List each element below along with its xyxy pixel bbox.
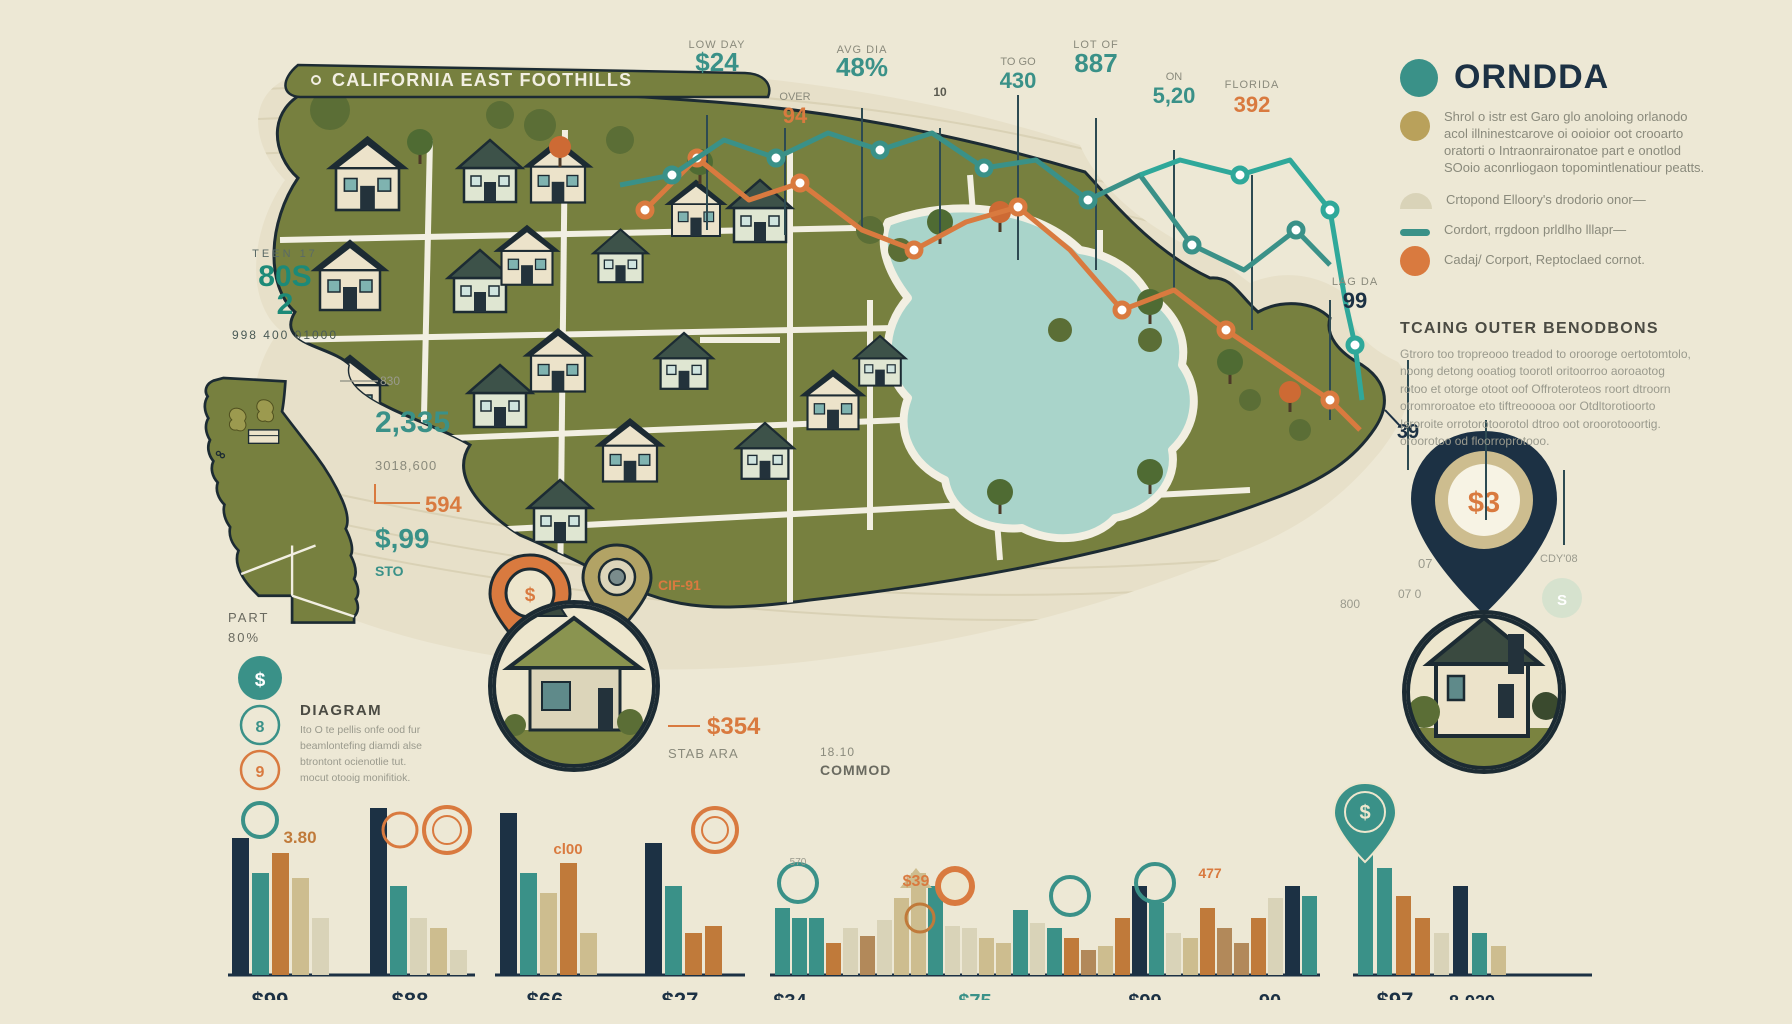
svg-text:CIF-91: CIF-91 [658,577,701,593]
svg-text:$66: $66 [527,988,564,1000]
svg-text:07: 07 [1418,556,1432,571]
svg-text:PART: PART [228,610,269,625]
svg-text:07 0: 07 0 [1398,587,1422,601]
svg-text:3.80: 3.80 [283,828,316,847]
svg-text:$34: $34 [773,991,807,1000]
svg-text:94: 94 [783,103,808,128]
svg-text:S: S [1557,592,1567,609]
svg-text:594: 594 [425,492,462,517]
svg-text:5,20: 5,20 [1153,83,1196,108]
svg-text:$27: $27 [662,988,699,1000]
svg-text:ON: ON [1166,71,1183,83]
svg-text:80%: 80% [228,630,260,645]
svg-text:8-929: 8-929 [1449,992,1495,1000]
svg-text:2,335: 2,335 [375,406,450,439]
svg-text:570: 570 [790,857,807,868]
svg-text:$39: $39 [903,873,930,890]
svg-text:$99: $99 [1128,991,1161,1000]
svg-text:48%: 48% [836,52,888,82]
svg-text:TO GO: TO GO [1000,56,1036,68]
svg-text:$88: $88 [392,988,429,1000]
svg-text:CDY'08: CDY'08 [1540,553,1578,565]
svg-text:FLORIDA: FLORIDA [1225,79,1280,91]
svg-text:STAB ARA: STAB ARA [668,746,739,761]
svg-text:$75: $75 [958,991,991,1000]
svg-text:btrontont ocienotlie tut.: btrontont ocienotlie tut. [300,756,406,768]
svg-text:CALIFORNIA EAST FOOTHILLS: CALIFORNIA EAST FOOTHILLS [332,70,632,90]
svg-text:392: 392 [1234,92,1271,117]
svg-text:beamlontefing diamdi alse: beamlontefing diamdi alse [300,740,422,752]
svg-text:$97: $97 [1377,988,1414,1000]
svg-text:8: 8 [256,719,265,736]
svg-text:887: 887 [1074,48,1117,78]
svg-text:STO: STO [375,563,404,579]
svg-text:800: 800 [1340,597,1360,611]
svg-text:$: $ [255,670,266,691]
svg-text:18.10: 18.10 [820,745,855,759]
svg-text:LAG DA: LAG DA [1332,276,1378,288]
svg-text:$24: $24 [695,47,739,77]
svg-text:10: 10 [933,85,947,99]
svg-text:cl00: cl00 [553,841,582,858]
svg-text:430: 430 [1000,68,1037,93]
svg-text:$3: $3 [1468,487,1500,519]
svg-text:$: $ [525,585,536,606]
svg-text:COMMOD: COMMOD [820,762,891,778]
svg-text:3018,600: 3018,600 [375,458,437,473]
svg-text:OVER: OVER [779,91,810,103]
svg-text:$99: $99 [252,988,289,1000]
svg-text:$354: $354 [707,713,761,740]
svg-text:99: 99 [1343,288,1367,313]
svg-text:830: 830 [380,374,400,388]
svg-text:$: $ [1359,802,1370,824]
svg-text:Ito O te pellis onfe ood fur: Ito O te pellis onfe ood fur [300,724,421,736]
svg-text:DIAGRAM: DIAGRAM [300,702,382,719]
svg-text:477: 477 [1198,865,1222,881]
svg-text:$,99: $,99 [375,523,430,554]
svg-text:90: 90 [1259,991,1281,1000]
